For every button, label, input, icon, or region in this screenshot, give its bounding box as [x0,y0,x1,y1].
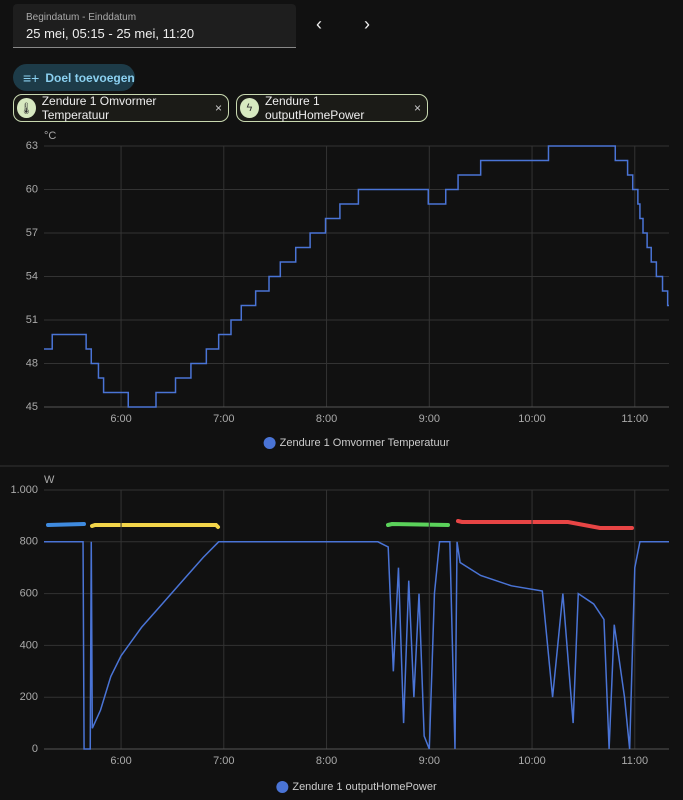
y-tick-label: 54 [26,270,38,282]
entity-chip[interactable]: 🌡 Zendure 1 Omvormer Temperatuur × [13,94,229,122]
state-bars [46,519,634,530]
y-unit: W [44,474,55,486]
date-range: 25 mei, 05:15 - 25 mei, 11:20 [26,26,195,41]
x-tick-label: 8:00 [316,413,337,425]
date-picker[interactable]: Begindatum - Einddatum 25 mei, 05:15 - 2… [13,4,296,48]
y-tick-label: 63 [26,140,38,152]
chip-remove[interactable]: × [214,101,222,115]
x-tick-label: 9:00 [419,413,440,425]
legend-swatch [263,437,276,449]
add-label: Doel toevoegen [45,70,135,85]
x-tick-label: 7:00 [213,755,234,767]
x-tick-label: 11:00 [621,413,648,425]
y-tick-label: 60 [26,183,38,195]
add-target-button[interactable]: ≡+ Doel toevoegen [13,64,135,91]
legend-label: Zendure 1 Omvormer Temperatuur [280,437,450,449]
next-button[interactable]: › [364,14,370,34]
chip-label: Zendure 1 outputHomePower [264,94,365,122]
y-tick-label: 57 [26,227,38,239]
date-label: Begindatum - Einddatum [26,12,137,23]
series-line [44,541,669,750]
y-tick-label: 45 [26,401,38,413]
y-tick-label: 0 [32,743,38,755]
state-bar [90,523,220,529]
x-tick-label: 9:00 [419,755,440,767]
y-tick-label: 800 [20,536,38,548]
y-tick-label: 200 [20,691,38,703]
x-tick-label: 6:00 [110,755,131,767]
y-tick-label: 600 [20,588,38,600]
legend-swatch [276,781,289,793]
chip-remove[interactable]: × [413,101,421,115]
series-line [44,145,669,408]
x-tick-label: 10:00 [518,413,546,425]
x-tick-label: 8:00 [316,755,337,767]
chip-icon: ϟ [240,98,259,118]
entity-chip[interactable]: ϟ Zendure 1 outputHomePower × [236,94,428,122]
add-icon: ≡+ [23,69,40,86]
y-tick-label: 400 [20,639,38,651]
state-bar [46,522,86,527]
y-tick-label: 1.000 [10,484,38,496]
x-tick-label: 11:00 [621,755,648,767]
prev-button[interactable]: ‹ [316,14,322,34]
legend-label: Zendure 1 outputHomePower [292,781,437,793]
y-unit: °C [44,130,56,142]
y-tick-label: 48 [26,357,38,369]
state-bar [456,519,634,530]
y-tick-label: 51 [26,314,38,326]
chip-label: Zendure 1 Omvormer Temperatuur [41,94,157,122]
x-tick-label: 6:00 [110,413,131,425]
x-tick-label: 10:00 [518,755,546,767]
state-bar [386,521,450,527]
chip-icon: 🌡 [17,98,36,118]
x-tick-label: 7:00 [213,413,234,425]
